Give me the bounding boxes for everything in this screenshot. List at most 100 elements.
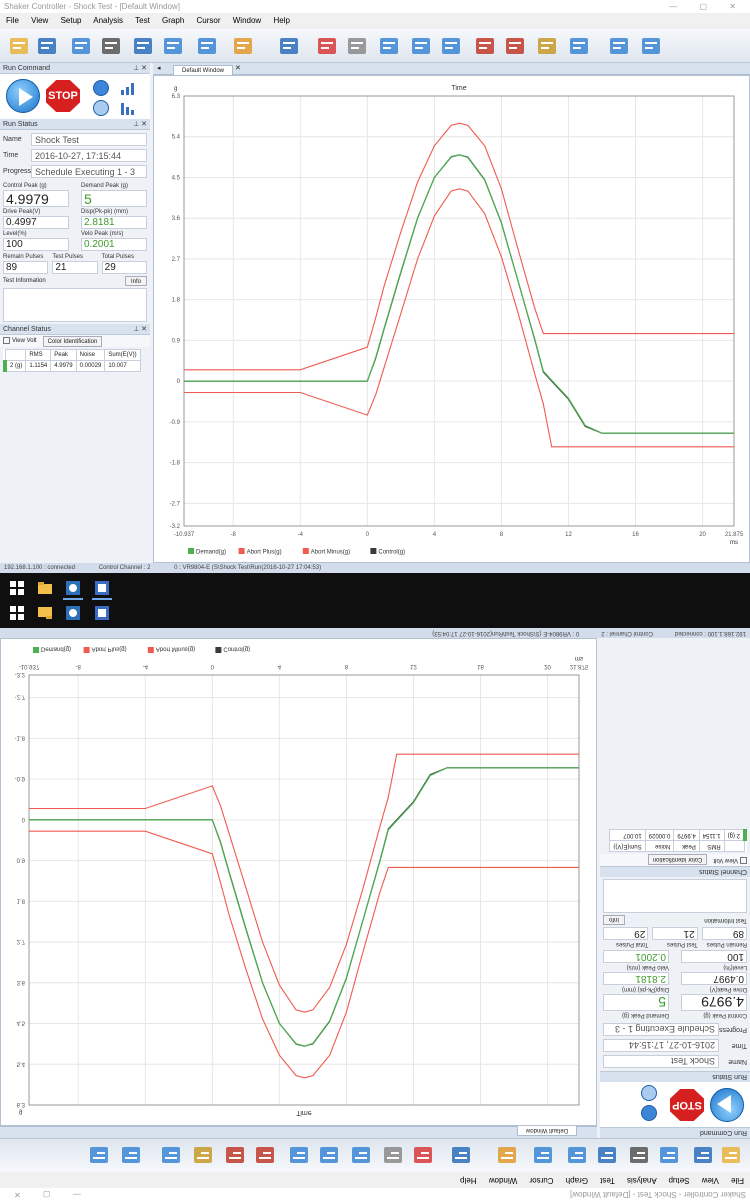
stop-button[interactable]: STOP — [46, 80, 80, 112]
time-value: 2016-10-27, 17:15:44 — [31, 148, 147, 162]
close-window-icon[interactable] — [440, 35, 462, 57]
bar-chart-icon[interactable] — [474, 35, 496, 57]
play-button[interactable] — [6, 79, 40, 113]
view-volt-checkbox[interactable]: View Volt — [3, 335, 37, 347]
flag-icon[interactable] — [608, 35, 630, 57]
tab-scroll-icon[interactable]: ◂ — [157, 65, 161, 72]
run-command-title: Run Command ⊥ ✕ — [0, 63, 150, 74]
legend-entry-reflection: Control(g) — [223, 646, 250, 652]
tab-bar: ◂ Default Window ✕ — [153, 63, 750, 75]
peak-values: Control Peak (g) 4.9979 Demand Peak (g) 5 … — [0, 182, 150, 251]
close-window-icon-reflection — [288, 1144, 310, 1166]
image-icon[interactable] — [132, 35, 154, 57]
disp-peak-value: 2.8181 — [81, 216, 147, 229]
y-tick-label-reflection: 0.9 — [17, 857, 26, 863]
test-information-label: Test Information — [3, 278, 46, 284]
series-demand-reflection — [29, 767, 579, 1047]
legend-swatch-reflection — [147, 647, 154, 653]
window-controls[interactable]: — ▢ ✕ — [669, 2, 746, 11]
drive-peak-label: Drive Peak(V) — [3, 209, 41, 215]
open-folder-icon[interactable] — [8, 35, 30, 57]
flag-icon-reflection — [120, 1144, 142, 1166]
save-icon[interactable] — [36, 35, 58, 57]
table-row[interactable]: 2 (g) 1.1154 4.9979 0.00029 10.007 — [3, 360, 141, 372]
refresh-icon[interactable] — [70, 35, 92, 57]
line-chart-icon[interactable] — [568, 35, 590, 57]
y-tick-label-reflection: 1.8 — [17, 897, 26, 903]
print-icon[interactable] — [100, 35, 122, 57]
shock-chart[interactable]: 6.3 5.4 4.5 3.6 2.7 1.8 0.9 0 -0.9 -1.8 -2.7 -3.2 -1… — [154, 76, 750, 564]
demand-peak-value: 5 — [81, 190, 147, 207]
menu-test[interactable]: Test — [135, 16, 150, 25]
info-button[interactable]: Info — [124, 276, 147, 286]
peak-values-reflection: Control Peak (g) 4.9979 Demand Peak (g) 5 … — [600, 950, 750, 1019]
y-tick-label-reflection: 5.4 — [17, 1060, 26, 1066]
legend-entry: Control(g) — [378, 550, 405, 556]
menu-help[interactable]: Help — [273, 16, 290, 25]
tab-close-icon[interactable]: ✕ — [235, 65, 241, 72]
legend-entry: Demand(g) — [196, 550, 226, 556]
series-control-reflection — [29, 767, 579, 1047]
level-up-icon[interactable] — [120, 81, 136, 95]
chat-icon[interactable] — [640, 35, 662, 57]
hand-icon[interactable] — [346, 35, 368, 57]
file-explorer-icon[interactable] — [38, 581, 52, 595]
series-abort-plus — [184, 122, 734, 371]
x-tick-label: 21.875 — [725, 532, 744, 538]
disp-peak-value-reflection: 2.8181 — [603, 972, 669, 985]
copy-icon-reflection — [350, 1144, 372, 1166]
menu-view[interactable]: View — [31, 16, 49, 25]
tab-default-window[interactable]: Default Window — [173, 65, 234, 75]
menu-graph[interactable]: Graph — [162, 16, 185, 25]
edit-icon[interactable] — [232, 35, 254, 57]
pause-button[interactable] — [93, 80, 109, 96]
menu-file[interactable]: File — [6, 16, 19, 25]
run-status-panel: Name Shock Test Time 2016-10-27, 17:15:44 … — [0, 130, 150, 182]
file-explorer-icon-mirror — [38, 607, 52, 619]
y-tick-label-reflection: -3.2 — [15, 671, 26, 677]
controller-app-icon[interactable] — [66, 581, 80, 595]
word-app-icon[interactable] — [95, 581, 109, 595]
level-down-icon[interactable] — [120, 101, 136, 115]
level-label: Level(%) — [3, 231, 27, 237]
control-channel-status: Control Channel : 2 — [98, 565, 151, 571]
level-value: 100 — [3, 238, 69, 251]
run-command-panel-reflection: STOP — [600, 1082, 750, 1127]
copy-icon[interactable] — [378, 35, 400, 57]
menu-setup[interactable]: Setup — [60, 16, 82, 25]
image-icon-reflection — [596, 1144, 618, 1166]
title-bar: Shaker Controller - Shock Test - [Defaul… — [0, 0, 750, 13]
x-tick-label-reflection: 12 — [410, 663, 417, 669]
cursor-icon[interactable] — [536, 35, 558, 57]
y-tick-label: 0 — [177, 379, 181, 385]
remain-pulses-value: 89 — [3, 261, 49, 274]
y-axis-label-reflection: g — [19, 1109, 22, 1115]
resume-button[interactable] — [93, 100, 109, 116]
main-toolbar — [0, 29, 750, 63]
table-row-reflection: 2 (g) 1.1154 4.9979 0.00029 10.007 — [609, 829, 745, 841]
windows-start-icon[interactable] — [10, 581, 24, 595]
export-icon[interactable] — [162, 35, 184, 57]
menu-analysis[interactable]: Analysis — [93, 16, 124, 25]
legend-swatch — [302, 548, 309, 554]
menu-cursor[interactable]: Cursor — [196, 16, 221, 25]
legend-entry: Abort Minus(g) — [311, 550, 350, 556]
shock-chart-reflection: 6.3 5.4 4.5 3.6 2.7 1.8 0.9 0 -0.9 -1.8 -2.7 -3.2 -1… — [15, 646, 589, 1117]
monitor-icon[interactable] — [278, 35, 300, 57]
menu-window[interactable]: Window — [232, 16, 262, 25]
y-tick-label: 0.9 — [172, 338, 181, 344]
test-information-header-reflection: Test Information Info — [600, 915, 750, 925]
y-tick-label: 2.7 — [172, 257, 181, 263]
settings-icon[interactable] — [196, 35, 218, 57]
waveform-icon[interactable] — [504, 35, 526, 57]
mail-icon-reflection — [318, 1144, 340, 1166]
mail-icon[interactable] — [410, 35, 432, 57]
stop-button-reflection: STOP — [670, 1089, 704, 1121]
y-tick-label: -3.2 — [170, 524, 181, 530]
pulse-counts-reflection: Remain Pulses 89 Test Pulses 21 Total Puls… — [600, 925, 750, 950]
y-tick-label-reflection: -1.8 — [15, 734, 26, 740]
delete-icon[interactable] — [316, 35, 338, 57]
drive-peak-value-reflection: 0.4997 — [681, 972, 747, 985]
test-information-header: Test Information Info — [0, 276, 150, 286]
color-identification-button[interactable]: Color Identification — [42, 336, 103, 347]
